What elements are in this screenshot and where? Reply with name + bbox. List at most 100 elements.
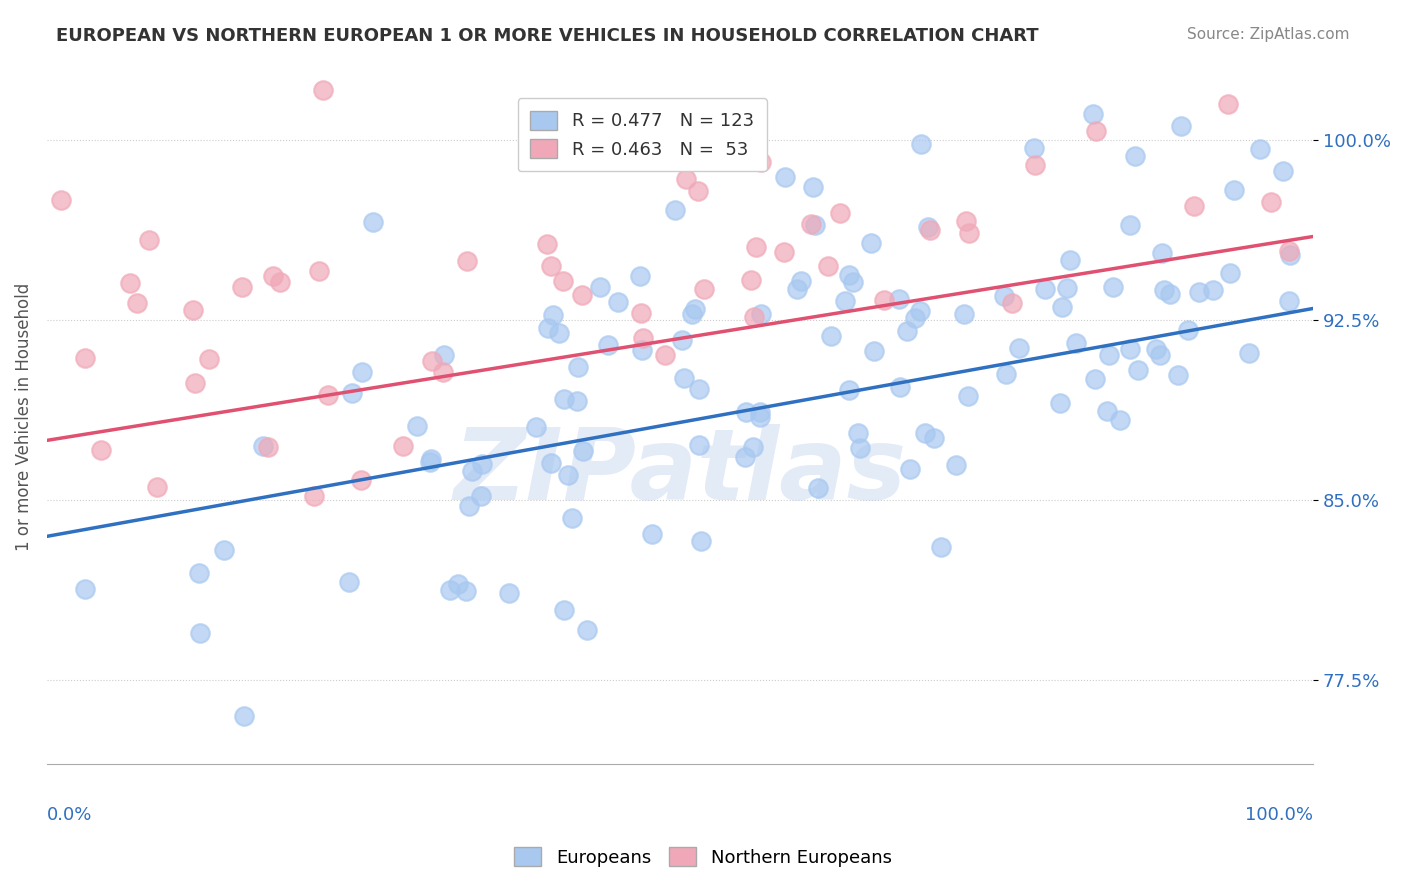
Point <box>471 457 494 471</box>
Point <box>748 405 770 419</box>
Point <box>1153 283 1175 297</box>
Point <box>575 623 598 637</box>
Point <box>749 307 772 321</box>
Point <box>957 226 980 240</box>
Point <box>690 533 713 548</box>
Point <box>675 172 697 186</box>
Point <box>262 268 284 283</box>
Point <box>924 431 946 445</box>
Point <box>551 274 574 288</box>
Point <box>607 294 630 309</box>
Point <box>1052 301 1074 315</box>
Point <box>1059 252 1081 267</box>
Point <box>188 626 211 640</box>
Point <box>361 215 384 229</box>
Point <box>860 236 883 251</box>
Point <box>863 343 886 358</box>
Point <box>1159 287 1181 301</box>
Point <box>461 464 484 478</box>
Point <box>671 333 693 347</box>
Legend: Europeans, Northern Europeans: Europeans, Northern Europeans <box>508 840 898 874</box>
Point <box>846 426 869 441</box>
Point <box>73 582 96 597</box>
Point <box>447 577 470 591</box>
Point <box>145 480 167 494</box>
Legend: R = 0.477   N = 123, R = 0.463   N =  53: R = 0.477 N = 123, R = 0.463 N = 53 <box>517 98 766 171</box>
Point <box>931 540 953 554</box>
Point <box>914 425 936 440</box>
Point <box>896 324 918 338</box>
Point <box>257 440 280 454</box>
Point <box>456 254 478 268</box>
Point <box>557 468 579 483</box>
Point <box>749 409 772 424</box>
Point <box>1024 157 1046 171</box>
Point <box>1123 149 1146 163</box>
Point <box>842 275 865 289</box>
Point <box>1084 123 1107 137</box>
Point <box>789 274 811 288</box>
Point <box>734 450 756 464</box>
Point <box>801 180 824 194</box>
Point <box>773 169 796 184</box>
Point <box>548 326 571 340</box>
Point <box>565 393 588 408</box>
Point <box>75 351 97 365</box>
Point <box>537 320 560 334</box>
Point <box>838 383 860 397</box>
Point <box>232 708 254 723</box>
Point <box>349 473 371 487</box>
Point <box>524 419 547 434</box>
Point <box>920 223 942 237</box>
Point <box>316 387 339 401</box>
Point <box>904 310 927 325</box>
Point <box>628 269 651 284</box>
Point <box>630 306 652 320</box>
Point <box>498 586 520 600</box>
Point <box>686 185 709 199</box>
Point <box>1056 281 1078 295</box>
Point <box>898 462 921 476</box>
Point <box>1277 293 1299 308</box>
Point <box>214 542 236 557</box>
Point <box>302 489 325 503</box>
Point <box>740 273 762 287</box>
Point <box>800 217 823 231</box>
Point <box>731 25 754 39</box>
Point <box>1279 248 1302 262</box>
Point <box>742 310 765 325</box>
Point <box>910 136 932 151</box>
Point <box>553 392 575 406</box>
Point <box>1167 368 1189 382</box>
Point <box>1064 335 1087 350</box>
Point <box>838 268 860 282</box>
Point <box>127 295 149 310</box>
Point <box>993 289 1015 303</box>
Text: 0.0%: 0.0% <box>46 806 93 824</box>
Point <box>664 202 686 217</box>
Point <box>688 438 710 452</box>
Point <box>419 455 441 469</box>
Point <box>807 481 830 495</box>
Point <box>571 288 593 302</box>
Point <box>312 83 335 97</box>
Point <box>561 511 583 525</box>
Point <box>745 240 768 254</box>
Point <box>873 293 896 307</box>
Point <box>432 365 454 379</box>
Point <box>419 451 441 466</box>
Point <box>1295 37 1317 52</box>
Point <box>654 349 676 363</box>
Point <box>1272 163 1295 178</box>
Point <box>90 442 112 457</box>
Point <box>688 382 710 396</box>
Point <box>631 343 654 357</box>
Point <box>470 489 492 503</box>
Point <box>392 439 415 453</box>
Point <box>1084 372 1107 386</box>
Point <box>955 214 977 228</box>
Point <box>458 500 481 514</box>
Point <box>198 351 221 366</box>
Point <box>454 583 477 598</box>
Point <box>1170 120 1192 134</box>
